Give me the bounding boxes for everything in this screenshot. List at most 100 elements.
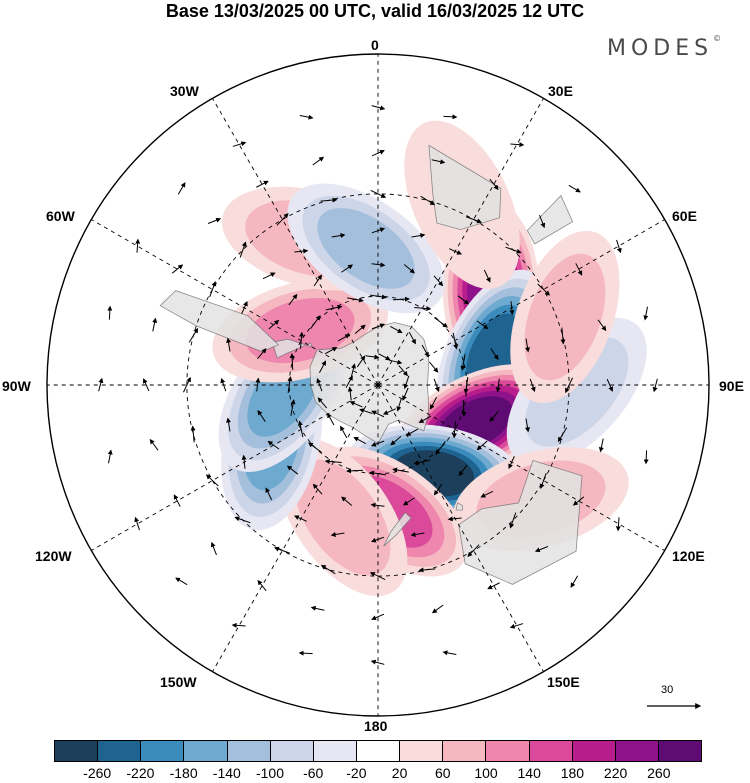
colorbar-bin-13 bbox=[615, 741, 659, 761]
wind-arrow bbox=[572, 496, 585, 506]
wind-arrow bbox=[210, 541, 217, 556]
anomaly-contour bbox=[294, 459, 391, 576]
wind-arrow bbox=[568, 184, 581, 193]
wind-arrow bbox=[298, 650, 313, 656]
colorbar-bin-6 bbox=[313, 741, 357, 761]
colorbar-bin-9 bbox=[443, 741, 487, 761]
wind-arrow bbox=[525, 338, 530, 353]
wind-arrow bbox=[606, 378, 614, 392]
wind-arrow bbox=[341, 264, 354, 273]
wind-arrow bbox=[539, 214, 546, 229]
colorbar-tick-label: -180 bbox=[169, 765, 198, 781]
wind-arrow bbox=[534, 546, 549, 553]
colorbar bbox=[54, 740, 702, 762]
colorbar-tick-label: -60 bbox=[303, 765, 324, 781]
wind-arrow bbox=[320, 564, 336, 575]
wind-arrow bbox=[239, 241, 247, 258]
wind-arrow bbox=[398, 365, 408, 377]
wind-arrow bbox=[615, 517, 621, 532]
wind-arrow bbox=[232, 141, 247, 147]
wind-arrow bbox=[458, 464, 468, 477]
wind-arrow bbox=[402, 497, 415, 506]
anomaly-contour bbox=[524, 253, 606, 381]
wind-arrow bbox=[421, 344, 429, 358]
wind-arrow bbox=[226, 337, 231, 352]
polar-map bbox=[46, 53, 710, 717]
tasmania bbox=[455, 502, 463, 511]
wind-arrow bbox=[431, 159, 446, 165]
wind-arrow bbox=[487, 582, 500, 590]
wind-arrow bbox=[354, 324, 366, 335]
lon-label-120e: 120E bbox=[672, 548, 705, 564]
colorbar-tick-label: 180 bbox=[560, 765, 585, 781]
wind-arrow bbox=[356, 355, 366, 368]
colorbar-bin-5 bbox=[270, 741, 314, 761]
colorbar-tick-label: 20 bbox=[391, 765, 408, 781]
wind-arrow bbox=[290, 399, 296, 416]
wind-arrow bbox=[350, 363, 356, 377]
wind-arrow bbox=[402, 387, 409, 401]
wind-arrow bbox=[435, 440, 446, 455]
wind-arrow bbox=[643, 450, 649, 465]
meridian-line bbox=[212, 385, 379, 672]
wind-arrow bbox=[403, 375, 410, 390]
wind-arrow bbox=[231, 622, 246, 628]
madagascar bbox=[526, 194, 574, 245]
wind-arrow bbox=[390, 326, 403, 334]
wind-arrow bbox=[408, 331, 416, 345]
wind-arrow bbox=[330, 532, 345, 537]
wind-arrow bbox=[142, 378, 150, 392]
colorbar-tick-label: -140 bbox=[212, 765, 241, 781]
wind-arrow bbox=[347, 386, 353, 401]
colorbar-tick-label: -220 bbox=[126, 765, 155, 781]
anomaly-contour bbox=[317, 208, 415, 289]
wind-arrow bbox=[265, 487, 273, 501]
wind-arrow bbox=[331, 233, 346, 238]
wind-arrow bbox=[371, 410, 385, 418]
wind-arrow bbox=[312, 156, 325, 166]
meridian-line bbox=[212, 98, 379, 385]
wind-arrow bbox=[403, 264, 415, 274]
latitude-circle bbox=[186, 193, 570, 577]
wind-arrow bbox=[299, 114, 314, 120]
wind-arrow bbox=[190, 425, 196, 443]
wind-arrow bbox=[461, 399, 467, 417]
wind-arrow bbox=[382, 408, 396, 415]
southern-africa bbox=[428, 144, 502, 231]
colorbar-tick-label: 100 bbox=[474, 765, 498, 781]
wind-arrow bbox=[226, 417, 231, 432]
colorbar-tick-label: 260 bbox=[647, 765, 671, 781]
wind-arrow bbox=[570, 575, 579, 588]
wind-arrow bbox=[390, 435, 402, 446]
wind-arrow bbox=[616, 239, 622, 254]
wind-arrow bbox=[370, 659, 385, 665]
wind-arrow bbox=[509, 512, 517, 529]
colorbar-ticks: -260 -220 -180 -140 -100 -60 -20 20 60 100 140 180 2… bbox=[0, 765, 750, 783]
wind-arrow bbox=[418, 415, 432, 423]
colorbar-bin-0 bbox=[55, 741, 99, 761]
wind-arrow bbox=[429, 397, 437, 410]
wind-arrow bbox=[257, 348, 267, 360]
colorbar-bin-11 bbox=[529, 741, 573, 761]
wind-arrow bbox=[597, 319, 607, 332]
south-america bbox=[159, 290, 280, 353]
wind-arrow bbox=[324, 347, 338, 355]
lon-label-180: 180 bbox=[364, 718, 388, 734]
wind-vectors bbox=[98, 105, 658, 665]
colorbar-tick-label: 60 bbox=[435, 765, 451, 781]
wind-arrow bbox=[317, 397, 328, 409]
meridian-line bbox=[91, 219, 378, 386]
wind-arrow bbox=[509, 623, 524, 629]
meridian-line bbox=[378, 384, 665, 551]
lon-label-0: 0 bbox=[371, 37, 379, 53]
wind-arrow bbox=[365, 354, 380, 360]
wind-arrow bbox=[537, 283, 551, 296]
wind-arrow bbox=[340, 425, 348, 439]
lon-label-150e: 150E bbox=[547, 674, 580, 690]
wind-arrow bbox=[371, 105, 386, 111]
wind-arrow bbox=[369, 572, 386, 580]
wind-arrow bbox=[489, 178, 499, 191]
wind-arrow bbox=[107, 449, 113, 464]
wind-arrow bbox=[405, 428, 419, 436]
wind-arrow bbox=[525, 418, 530, 433]
